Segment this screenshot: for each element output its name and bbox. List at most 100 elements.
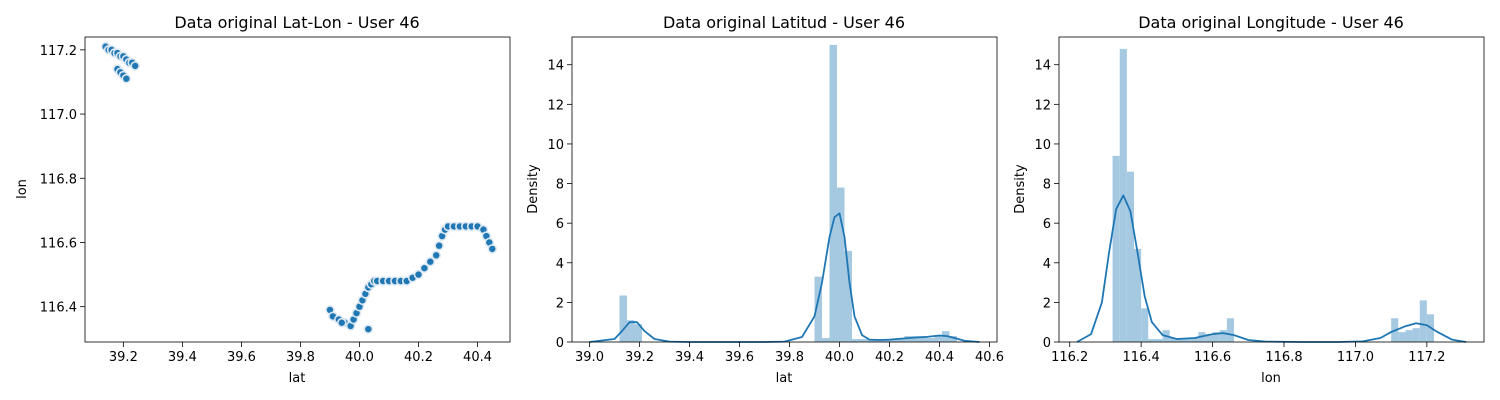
x-tick-label: 39.2 xyxy=(625,350,654,365)
x-tick-label: 40.6 xyxy=(975,350,1004,365)
chart-title: Data original Longitude - User 46 xyxy=(1138,13,1404,32)
histogram-bar xyxy=(1212,332,1220,342)
histogram-bar xyxy=(627,320,635,342)
histogram-bar xyxy=(1155,339,1163,342)
histogram-bar xyxy=(889,339,897,342)
x-axis-label: lon xyxy=(1261,371,1281,386)
y-tick-label: 6 xyxy=(1043,217,1051,232)
histogram-bar xyxy=(1398,332,1406,342)
plot-area: 116.2 116.4 116.6 116.8 117.0 117.2 0 2 4 6 8 10 12 1… xyxy=(1034,36,1485,365)
y-tick-label: 14 xyxy=(1034,59,1051,74)
x-tick-label: 39.8 xyxy=(775,350,804,365)
histogram-bar xyxy=(1169,338,1177,342)
y-tick-label: 4 xyxy=(556,257,564,272)
histogram-bar xyxy=(1219,330,1227,342)
scatter-point xyxy=(363,324,374,334)
y-tick-label: 8 xyxy=(556,178,564,193)
y-tick-label: 14 xyxy=(547,59,564,74)
scatter-point xyxy=(425,256,436,267)
x-tick-label: 39.0 xyxy=(575,350,604,365)
plot-area: 39.0 39.2 39.4 39.6 39.8 40.0 40.2 40.4 40.6 0 2 4 6… xyxy=(547,36,1004,365)
x-tick-label: 40.4 xyxy=(463,350,492,365)
axes-frame xyxy=(571,36,998,343)
chart-title: Data original Latitud - User 46 xyxy=(663,13,905,32)
y-tick-label: 2 xyxy=(556,296,564,311)
y-tick-label: 4 xyxy=(1043,257,1051,272)
y-axis-label: Density xyxy=(526,164,541,214)
y-tick-label: 0 xyxy=(556,336,564,351)
histogram-bar xyxy=(1134,248,1142,342)
scatter-point xyxy=(121,73,132,84)
latitude-histogram-panel: Data original Latitud - User 46 lat Dens… xyxy=(526,13,1004,386)
y-tick-label: 117.0 xyxy=(40,108,77,123)
y-tick-label: 116.6 xyxy=(40,236,77,251)
histogram-bar xyxy=(1126,171,1134,342)
histogram-bar xyxy=(1419,300,1427,342)
x-tick-label: 40.4 xyxy=(925,350,954,365)
y-tick-label: 117.2 xyxy=(40,44,77,59)
axes-frame xyxy=(84,36,511,343)
y-tick-label: 116.8 xyxy=(40,172,77,187)
histogram-bar xyxy=(904,336,912,342)
histogram-bar xyxy=(874,340,882,342)
scatter-point xyxy=(130,61,140,71)
histogram-bar xyxy=(927,338,935,342)
y-axis-label: lon xyxy=(15,179,30,199)
y-tick-label: 10 xyxy=(1034,138,1051,153)
x-tick-label: 40.2 xyxy=(875,350,904,365)
histogram-bar xyxy=(1148,339,1156,342)
x-tick-label: 39.2 xyxy=(109,350,138,365)
x-tick-label: 116.4 xyxy=(1123,350,1160,365)
x-tick-label: 117.2 xyxy=(1408,350,1445,365)
kde-line xyxy=(589,212,980,343)
histogram-bar xyxy=(844,250,852,342)
scatter-point xyxy=(487,244,498,254)
chart-title: Data original Lat-Lon - User 46 xyxy=(174,13,419,32)
plot-area: 39.2 39.4 39.6 39.8 40.0 40.2 40.4 116.4 116.6 11… xyxy=(40,36,511,365)
histogram-bar xyxy=(1141,308,1149,342)
scatter-point xyxy=(336,317,347,328)
y-tick-label: 2 xyxy=(1043,296,1051,311)
histogram-bar xyxy=(897,338,905,342)
scatter-point xyxy=(434,240,444,251)
scatter-point xyxy=(431,250,442,261)
plot-background xyxy=(85,37,510,342)
scatter-panel: Data original Lat-Lon - User 46 lat lon … xyxy=(15,13,511,386)
x-tick-label: 116.2 xyxy=(1051,350,1088,365)
x-axis-label: lat xyxy=(776,371,793,386)
histogram-bar xyxy=(852,339,860,342)
histogram-bar xyxy=(829,44,837,342)
plot-background xyxy=(572,37,997,342)
histogram-bar xyxy=(949,336,957,342)
longitude-histogram-panel: Data original Longitude - User 46 lon De… xyxy=(1013,13,1485,386)
y-tick-label: 12 xyxy=(547,98,564,113)
histogram-bar xyxy=(919,336,927,342)
x-tick-label: 40.2 xyxy=(404,350,433,365)
histogram-bar xyxy=(1412,328,1420,342)
x-tick-label: 39.4 xyxy=(675,350,704,365)
kde-line xyxy=(1076,194,1467,343)
histogram-bar xyxy=(1226,318,1234,342)
histogram-bar xyxy=(882,340,890,342)
x-tick-label: 39.6 xyxy=(227,350,256,365)
histogram-bar xyxy=(822,338,830,342)
histogram-bar xyxy=(934,336,942,342)
x-tick-label: 39.8 xyxy=(286,350,315,365)
scatter-point xyxy=(413,269,424,280)
axes-frame xyxy=(1058,36,1485,343)
y-tick-label: 0 xyxy=(1043,336,1051,351)
x-tick-label: 39.6 xyxy=(725,350,754,365)
histogram-bar xyxy=(1405,330,1413,342)
x-tick-label: 40.0 xyxy=(825,350,854,365)
y-tick-label: 116.4 xyxy=(40,301,77,316)
histogram-bar xyxy=(1184,338,1192,342)
histogram-bar xyxy=(634,324,642,342)
histogram-bar xyxy=(814,276,822,342)
x-tick-label: 116.8 xyxy=(1265,350,1302,365)
scatter-point xyxy=(419,263,430,273)
x-tick-label: 116.6 xyxy=(1194,350,1231,365)
y-tick-label: 12 xyxy=(1034,98,1051,113)
histogram-bar xyxy=(1205,334,1213,342)
x-tick-label: 39.4 xyxy=(168,350,197,365)
